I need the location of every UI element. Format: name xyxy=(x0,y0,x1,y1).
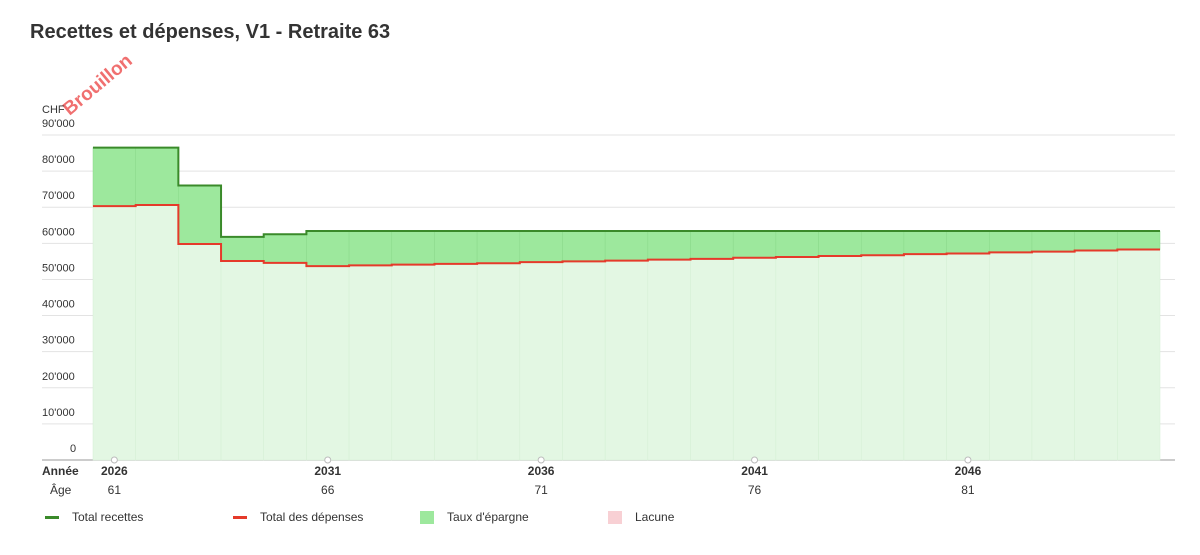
base-area xyxy=(775,256,819,461)
x-tick xyxy=(964,456,972,464)
age-label: 61 xyxy=(108,483,122,497)
y-tick-label: 40'000 xyxy=(42,299,75,311)
step-line xyxy=(93,204,1160,268)
savings-area xyxy=(647,230,691,260)
legend-label: Total des dépenses xyxy=(260,510,363,524)
base-area xyxy=(1074,250,1118,461)
step-line xyxy=(93,146,1160,238)
base-area xyxy=(1031,251,1075,461)
base-area xyxy=(476,262,521,461)
base-area xyxy=(178,243,222,461)
savings-area xyxy=(92,147,136,207)
x-tick xyxy=(537,456,545,464)
y-tick-label: 30'000 xyxy=(42,335,75,347)
y-tick-label: 20'000 xyxy=(42,371,75,383)
base-area xyxy=(562,261,606,461)
x-tick-label: 2036 xyxy=(528,464,555,478)
savings-area xyxy=(860,230,905,256)
legend-swatch xyxy=(233,516,247,519)
legend-swatch xyxy=(420,511,434,524)
x-tick-label: 2031 xyxy=(314,464,341,478)
x-tick-label: 2041 xyxy=(741,464,768,478)
y-tick-label: 60'000 xyxy=(42,226,75,238)
base-area xyxy=(434,263,478,461)
base-area xyxy=(946,253,990,461)
x-row-label: Année xyxy=(42,464,79,478)
savings-area xyxy=(476,230,521,264)
savings-area xyxy=(178,185,222,245)
base-area xyxy=(604,260,649,461)
age-row-label: Âge xyxy=(50,482,72,497)
base-area xyxy=(818,255,862,461)
y-tick-label: 80'000 xyxy=(42,154,75,166)
y-tick-label: 0 xyxy=(70,443,76,455)
base-area xyxy=(690,258,734,461)
base-area xyxy=(348,265,393,461)
base-area xyxy=(903,253,947,461)
x-tick xyxy=(110,456,118,464)
base-area xyxy=(989,252,1033,461)
age-label: 81 xyxy=(961,483,975,497)
base-area xyxy=(391,264,435,461)
x-tick xyxy=(751,456,759,464)
base-area xyxy=(306,265,350,461)
savings-area xyxy=(989,230,1033,253)
age-label: 76 xyxy=(748,483,762,497)
base-area xyxy=(860,255,905,461)
savings-area xyxy=(775,230,819,258)
savings-area xyxy=(263,234,307,264)
base-area xyxy=(135,204,179,461)
savings-area xyxy=(220,236,264,262)
savings-area xyxy=(903,230,947,255)
savings-area xyxy=(732,230,777,259)
savings-area xyxy=(348,230,393,266)
legend-label: Lacune xyxy=(635,510,675,524)
savings-area xyxy=(1031,230,1075,252)
savings-area xyxy=(818,230,862,257)
y-tick-label: 50'000 xyxy=(42,262,75,274)
base-area xyxy=(92,205,136,461)
base-area xyxy=(732,257,777,461)
y-tick-label: 70'000 xyxy=(42,190,75,202)
x-tick-label: 2046 xyxy=(955,464,982,478)
legend-swatch xyxy=(608,511,622,524)
savings-area xyxy=(946,230,990,254)
y-tick-label: 90'000 xyxy=(42,118,75,130)
base-area xyxy=(519,261,563,461)
watermark: Brouillon xyxy=(59,50,136,120)
base-area xyxy=(1117,249,1161,461)
x-tick-label: 2026 xyxy=(101,464,128,478)
y-tick-label: 10'000 xyxy=(42,407,75,419)
savings-area xyxy=(434,230,478,265)
savings-area xyxy=(562,230,606,262)
base-area xyxy=(220,260,264,461)
legend-swatch xyxy=(45,516,59,519)
savings-area xyxy=(135,147,179,206)
age-label: 66 xyxy=(321,483,335,497)
age-label: 71 xyxy=(534,483,548,497)
savings-area xyxy=(519,230,563,263)
savings-area xyxy=(690,230,734,260)
savings-area xyxy=(1074,230,1118,251)
savings-area xyxy=(306,230,350,267)
legend-label: Taux d'épargne xyxy=(447,510,529,524)
legend-label: Total recettes xyxy=(72,510,143,524)
base-area xyxy=(263,262,307,461)
savings-area xyxy=(391,230,435,265)
savings-area xyxy=(604,230,649,261)
savings-area xyxy=(1117,230,1161,250)
base-area xyxy=(647,259,691,461)
y-unit: CHF xyxy=(42,104,65,116)
chart-title: Recettes et dépenses, V1 - Retraite 63 xyxy=(30,21,390,43)
x-tick xyxy=(324,456,332,464)
